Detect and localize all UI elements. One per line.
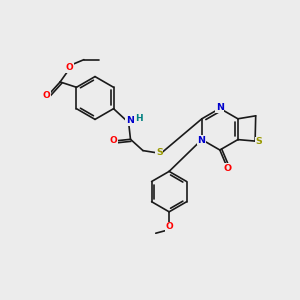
Text: S: S [255, 137, 262, 146]
Text: S: S [156, 148, 163, 157]
Text: H: H [135, 114, 142, 123]
Text: N: N [126, 116, 134, 125]
Text: O: O [43, 91, 50, 100]
Text: N: N [197, 136, 205, 145]
Text: O: O [66, 64, 74, 73]
Text: O: O [110, 136, 117, 145]
Text: N: N [216, 103, 224, 112]
Text: O: O [224, 164, 232, 173]
Text: O: O [166, 222, 173, 231]
